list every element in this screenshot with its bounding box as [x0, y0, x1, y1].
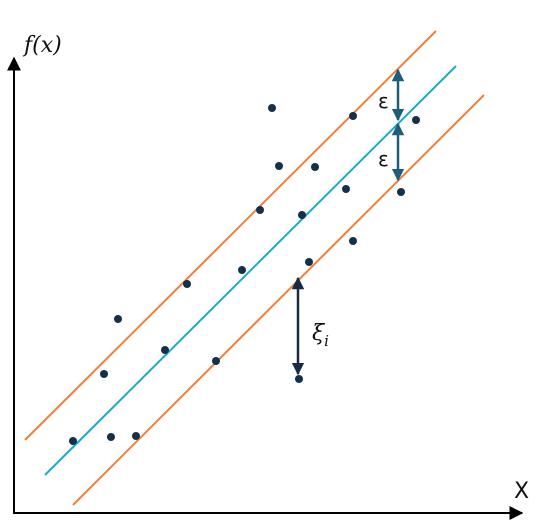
point: [412, 116, 420, 124]
upper-margin: [24, 30, 437, 441]
y-axis-label: f(x): [22, 33, 62, 58]
point: [256, 206, 264, 214]
point: [295, 375, 303, 383]
epsilon-label: ε: [378, 147, 389, 171]
point: [268, 104, 276, 112]
point: [275, 162, 283, 170]
x-axis-label: X: [514, 479, 529, 504]
point: [212, 357, 220, 365]
point: [183, 280, 191, 288]
point: [161, 346, 169, 354]
point: [100, 370, 108, 378]
regression-line: [44, 65, 457, 476]
point: [397, 188, 405, 196]
data-points: [69, 104, 420, 445]
epsilon-label: ε: [378, 89, 389, 113]
point: [305, 258, 313, 266]
xi-label: ξi: [312, 321, 329, 350]
point: [349, 112, 357, 120]
point: [107, 433, 115, 441]
point: [132, 432, 140, 440]
point: [298, 211, 306, 219]
point: [238, 266, 246, 274]
xi-symbol: ξ: [312, 321, 326, 346]
point: [342, 185, 350, 193]
point: [311, 163, 319, 171]
xi-subscript: i: [324, 332, 329, 350]
point: [114, 315, 122, 323]
lower-margin: [72, 94, 485, 506]
point: [349, 237, 357, 245]
point: [69, 437, 77, 445]
